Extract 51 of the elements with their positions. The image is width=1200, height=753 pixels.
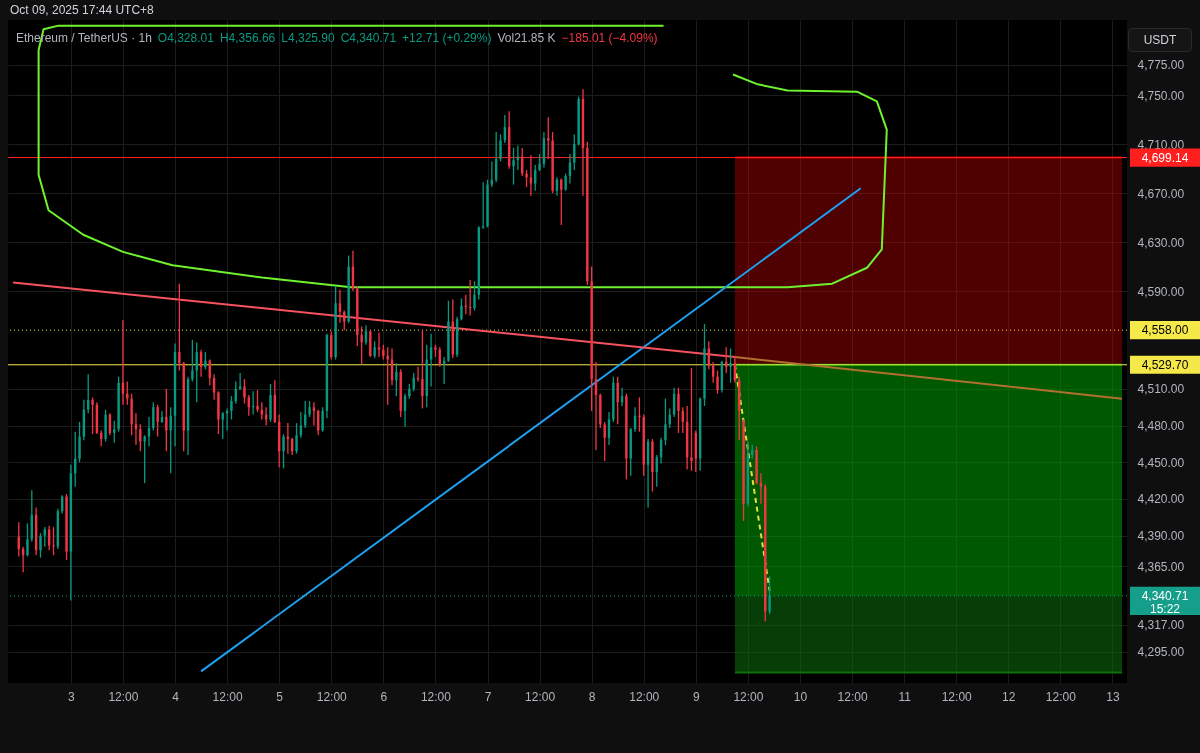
y-tick-label: 4,390.00: [1137, 529, 1185, 544]
y-tick-label: 4,365.00: [1137, 559, 1185, 574]
x-tick-label: 7: [484, 689, 492, 704]
annotation: Vol21.85 K: [497, 31, 556, 45]
x-tick-label: 6: [380, 689, 388, 704]
x-tick-label: 10: [793, 689, 808, 704]
annotation: −185.01 (−4.09%): [561, 31, 658, 45]
candlestick: [52, 526, 55, 556]
x-tick-label: 13: [1106, 689, 1120, 704]
candlestick: [434, 344, 437, 358]
annotation: H4,356.66: [219, 31, 276, 45]
x-tick-label: 3: [68, 689, 76, 704]
y-tick-label: 4,510.00: [1137, 382, 1185, 397]
x-tick-label: 4: [172, 689, 180, 704]
y-tick-label: 4,295.00: [1137, 645, 1185, 660]
annotation: C4,340.71: [340, 31, 397, 45]
x-tick-label: 12:00: [733, 689, 764, 704]
x-tick-label: 11: [898, 689, 912, 704]
x-tick-label: 12:00: [420, 689, 452, 704]
annotation: O4,328.01: [157, 31, 214, 45]
x-tick-label: 12:00: [108, 689, 139, 704]
x-tick-label: 12:00: [941, 689, 973, 704]
y-tick-label: 4,775.00: [1137, 58, 1185, 73]
y-tick-label: 4,710.00: [1137, 137, 1185, 152]
annotation: L4,325.90: [281, 31, 335, 45]
ref-line-label: 4,529.70: [1141, 357, 1189, 372]
x-tick-label: 8: [588, 689, 596, 704]
y-tick-label: 4,480.00: [1137, 419, 1185, 434]
x-tick-label: 5: [276, 689, 284, 704]
x-tick-label: 12:00: [837, 689, 868, 704]
text: USDT: [1128, 28, 1192, 52]
y-tick-label: 4,590.00: [1137, 284, 1185, 299]
y-tick-label: 4,630.00: [1137, 235, 1185, 250]
chart-subtitle: Oct 09, 2025 17:44 UTC+8: [10, 3, 154, 17]
x-tick-label: 12:00: [629, 689, 660, 704]
x-tick-label: 12: [1002, 689, 1016, 704]
x-tick-label: 12:00: [316, 689, 348, 704]
x-tick-label: 12:00: [1045, 689, 1077, 704]
y-tick-label: 4,670.00: [1137, 186, 1185, 201]
ref-line-label: 4,340.71: [1141, 588, 1189, 603]
ref-line-label: 4,699.14: [1141, 150, 1189, 165]
y-tick-label: 4,750.00: [1137, 88, 1185, 103]
x-tick-label: 9: [692, 689, 700, 704]
y-tick-label: 4,420.00: [1137, 492, 1185, 507]
ref-line-label: 4,558.00: [1141, 323, 1189, 338]
x-tick-label: 12:00: [212, 689, 243, 704]
y-tick-label: 4,317.00: [1137, 618, 1185, 633]
y-tick-label: 4,450.00: [1137, 455, 1185, 470]
text: 15:22: [1149, 601, 1181, 616]
x-tick-label: 12:00: [525, 689, 556, 704]
annotation: +12.71 (+0.29%): [402, 31, 492, 45]
